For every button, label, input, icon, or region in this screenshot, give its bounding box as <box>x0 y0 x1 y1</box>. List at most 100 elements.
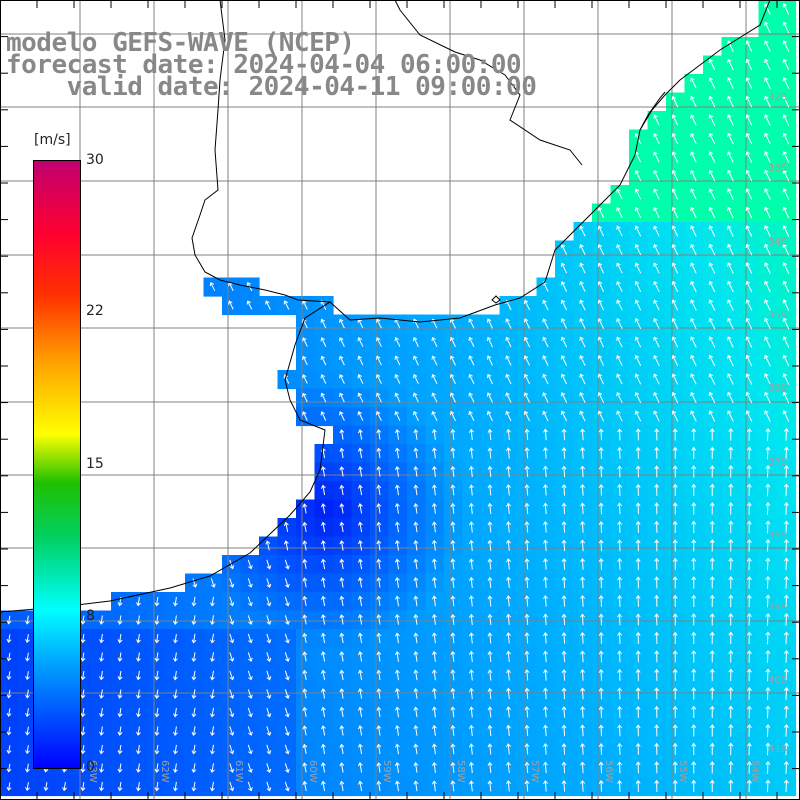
lon-label: 54W <box>749 760 760 783</box>
wave-arrow <box>136 670 141 681</box>
wave-arrow <box>690 243 697 256</box>
wave-arrow <box>597 244 605 255</box>
wave-arrow <box>653 188 660 200</box>
wave-arrow <box>708 336 716 348</box>
wave-arrow <box>560 318 568 329</box>
title-forecast-date: forecast date: 2024-04-04 06:00:00 <box>6 50 522 80</box>
wave-arrow <box>339 688 345 699</box>
lon-label: 62W <box>159 760 170 783</box>
wave-arrow <box>376 429 382 440</box>
wave-arrow <box>783 427 789 441</box>
wave-arrow <box>765 668 771 682</box>
wave-arrow <box>764 243 771 256</box>
wave-arrow <box>782 21 790 34</box>
wave-arrow <box>524 761 530 774</box>
wave-arrow <box>413 761 419 773</box>
wave-arrow <box>524 428 530 441</box>
wave-arrow <box>173 744 178 755</box>
wave-arrow <box>431 447 437 459</box>
wave-arrow <box>617 446 623 459</box>
wave-arrow <box>431 724 437 736</box>
wave-arrow <box>505 355 512 366</box>
wave-arrow <box>524 576 530 589</box>
wave-arrow <box>376 392 382 403</box>
wave-arrow <box>413 465 419 477</box>
wave-arrow <box>745 317 753 330</box>
wave-arrow <box>99 652 104 662</box>
wave-arrow <box>708 77 716 89</box>
wave-arrow <box>523 392 531 403</box>
wave-arrow <box>709 631 715 645</box>
wave-arrow <box>154 781 160 792</box>
wave-arrow <box>136 633 141 644</box>
wave-arrow <box>654 724 660 737</box>
wave-arrow <box>339 318 345 329</box>
wave-arrow <box>247 707 253 718</box>
wave-arrow <box>561 428 567 441</box>
wave-arrow <box>765 427 771 441</box>
wave-arrow <box>229 689 235 699</box>
wave-arrow <box>191 670 197 681</box>
wave-arrow <box>727 243 734 256</box>
wave-arrow <box>727 95 734 108</box>
wave-arrow <box>487 428 493 440</box>
wave-arrow <box>357 521 363 533</box>
wave-arrow <box>543 595 548 607</box>
wave-arrow <box>635 557 641 570</box>
wave-arrow <box>709 483 715 497</box>
wave-arrow <box>782 262 790 274</box>
wave-arrow <box>506 780 511 792</box>
wave-arrow <box>450 465 456 477</box>
wave-arrow <box>450 687 456 699</box>
wave-arrow <box>468 632 474 644</box>
wave-arrow <box>634 373 642 385</box>
wave-arrow <box>413 613 419 625</box>
wave-arrow <box>487 521 493 533</box>
wave-arrow <box>357 466 363 477</box>
wave-arrow <box>80 726 86 736</box>
wave-arrow <box>783 464 789 478</box>
wave-arrow <box>486 410 493 422</box>
wave-arrow <box>154 596 160 607</box>
wave-arrow <box>431 650 437 662</box>
wave-arrow <box>653 373 660 385</box>
wave-arrow <box>339 651 345 662</box>
wave-arrow <box>524 447 530 459</box>
wave-arrow <box>764 280 771 293</box>
wave-arrow <box>136 744 141 755</box>
wave-arrow <box>598 761 604 774</box>
wave-arrow <box>561 465 567 478</box>
wave-arrow <box>728 631 734 645</box>
wave-arrow <box>690 77 697 89</box>
wave-arrow <box>450 650 456 662</box>
lat-label: 40S <box>768 675 787 686</box>
wave-arrow <box>653 262 660 274</box>
wave-arrow <box>320 706 326 718</box>
wave-arrow <box>708 151 716 163</box>
wave-arrow <box>413 539 419 551</box>
wave-arrow <box>580 446 585 459</box>
wave-arrow <box>431 484 437 496</box>
wave-arrow <box>339 706 345 718</box>
lon-label: 55W <box>677 760 688 783</box>
wave-arrow <box>523 299 531 311</box>
wave-arrow <box>745 206 753 219</box>
wave-arrow <box>25 726 30 736</box>
wave-arrow <box>671 95 679 108</box>
wave-arrow <box>80 671 86 681</box>
wave-arrow <box>376 558 382 570</box>
wave-arrow <box>561 650 567 663</box>
wave-arrow <box>542 299 549 311</box>
wave-arrow <box>505 410 512 422</box>
wave-arrow <box>339 521 345 533</box>
wave-arrow <box>728 724 734 737</box>
wave-arrow <box>543 761 548 774</box>
wave-arrow <box>247 726 253 736</box>
wave-arrow <box>690 280 697 293</box>
wave-arrow <box>580 465 585 478</box>
wave-arrow <box>709 539 715 552</box>
wave-arrow <box>6 708 12 718</box>
wave-arrow <box>690 410 697 422</box>
wave-arrow <box>394 576 400 588</box>
